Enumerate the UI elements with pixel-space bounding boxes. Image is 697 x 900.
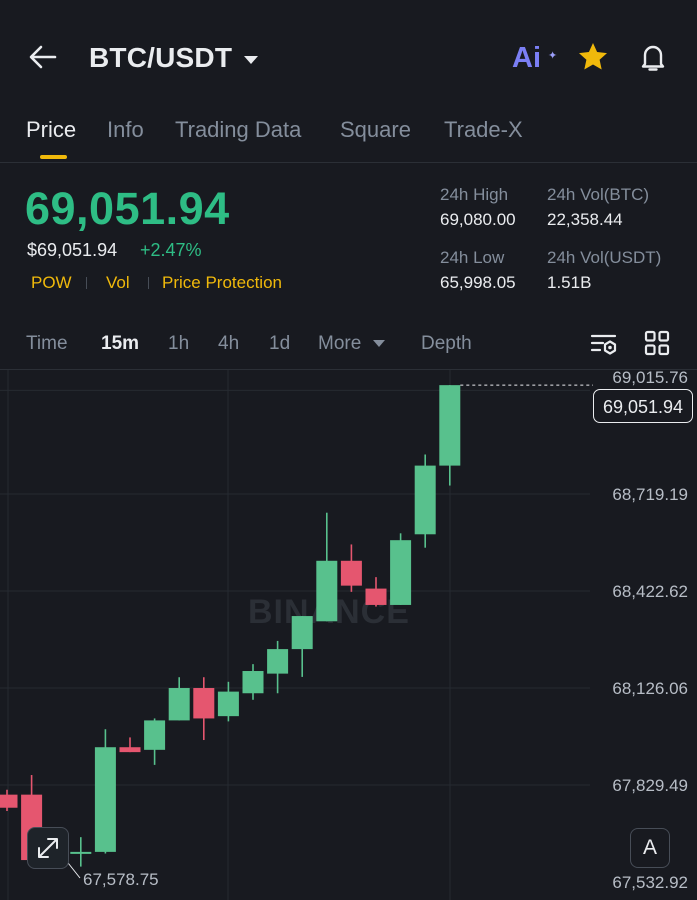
interval-1h[interactable]: 1h (168, 333, 190, 354)
candle-body (414, 465, 436, 535)
interval-time[interactable]: Time (26, 333, 68, 354)
indicator-settings-icon[interactable] (589, 329, 619, 359)
stat-24h-vol-usdt-value: 1.51B (547, 273, 592, 292)
ai-label: Ai (512, 42, 541, 74)
y-tick-label: 68,422.62 (612, 582, 688, 601)
usd-price: $69,051.94 (27, 240, 118, 260)
last-price: 69,051.94 (25, 183, 230, 234)
y-tick-label: 67,532.92 (612, 873, 688, 892)
tabs-divider (0, 162, 697, 163)
stat-24h-low-label: 24h Low (440, 248, 505, 267)
tab-info[interactable]: Info (107, 117, 144, 142)
sparkle-icon: ✦ (548, 50, 558, 62)
last-price-tag: 69,051.94 (593, 389, 693, 423)
candle-body (365, 588, 387, 605)
candle-body (340, 560, 362, 586)
chevron-down-icon (244, 55, 259, 64)
pair-label: BTC/USDT (89, 42, 233, 73)
interval-4h[interactable]: 4h (218, 333, 240, 354)
interval-more[interactable]: More (318, 333, 362, 354)
layout-grid-icon[interactable] (644, 330, 670, 356)
stat-24h-vol-btc-label: 24h Vol(BTC) (547, 185, 650, 204)
price-axis: 68,719.19 68,422.62 68,126.06 67,829.49 67,5… (612, 370, 688, 892)
candle-body (0, 794, 18, 808)
candle-body (267, 649, 289, 674)
candlestick-chart[interactable]: BINANCE 68,719.1968,422.6268,126.0667,82… (0, 370, 697, 900)
y-tick-label: 68,126.06 (612, 679, 688, 698)
candle-body (119, 747, 141, 753)
tab-trade-x[interactable]: Trade-X (444, 117, 523, 142)
candle-body (439, 385, 461, 466)
tag-pow[interactable]: POW (31, 273, 72, 292)
depth-tab[interactable]: Depth (421, 333, 472, 354)
tag-price-protection[interactable]: Price Protection (162, 273, 282, 292)
candle-body (217, 691, 239, 717)
interval-1d[interactable]: 1d (269, 333, 291, 354)
price-change-percent: +2.47% (140, 240, 202, 260)
auto-scale-button[interactable]: A (630, 828, 670, 868)
ai-assistant-button[interactable]: Ai ✦ (512, 40, 557, 76)
stat-24h-high-label: 24h High (440, 185, 509, 204)
pair-selector[interactable]: BTC/USDT (89, 40, 259, 76)
favorite-star-icon[interactable] (576, 40, 610, 74)
candle-body (70, 851, 92, 854)
expand-icon[interactable] (27, 827, 69, 869)
interval-15m[interactable]: 15m (101, 333, 140, 354)
y-tick-label: 68,719.19 (612, 485, 688, 504)
tag-vol[interactable]: Vol (106, 273, 130, 292)
candle-body (168, 688, 190, 721)
stat-24h-vol-usdt-label: 24h Vol(USDT) (547, 248, 662, 267)
back-arrow-icon[interactable] (26, 40, 60, 74)
chevron-down-icon (373, 340, 385, 347)
candle-body (291, 616, 313, 650)
tab-price[interactable]: Price (26, 117, 77, 142)
tag-divider (86, 277, 87, 289)
candle-body (242, 671, 264, 694)
candle-body (94, 747, 116, 852)
stat-24h-high-value: 69,080.00 (440, 210, 516, 229)
candle-body (390, 540, 412, 605)
active-tab-indicator (40, 155, 67, 159)
candle-body (316, 560, 338, 622)
candles-group (0, 385, 461, 867)
interval-bar-divider (0, 369, 697, 370)
tab-square[interactable]: Square (340, 117, 411, 142)
tag-divider (148, 277, 149, 289)
stat-24h-low-value: 65,998.05 (440, 273, 516, 292)
stat-24h-vol-btc-value: 22,358.44 (547, 210, 623, 229)
low-marker-label: 67,578.75 (83, 870, 159, 889)
candle-body (193, 688, 215, 719)
tab-trading-data[interactable]: Trading Data (175, 117, 302, 142)
y-tick-label-top: 69,015.76 (612, 370, 688, 387)
candle-body (144, 720, 166, 750)
y-tick-label: 67,829.49 (612, 776, 688, 795)
bell-icon[interactable] (636, 40, 670, 74)
